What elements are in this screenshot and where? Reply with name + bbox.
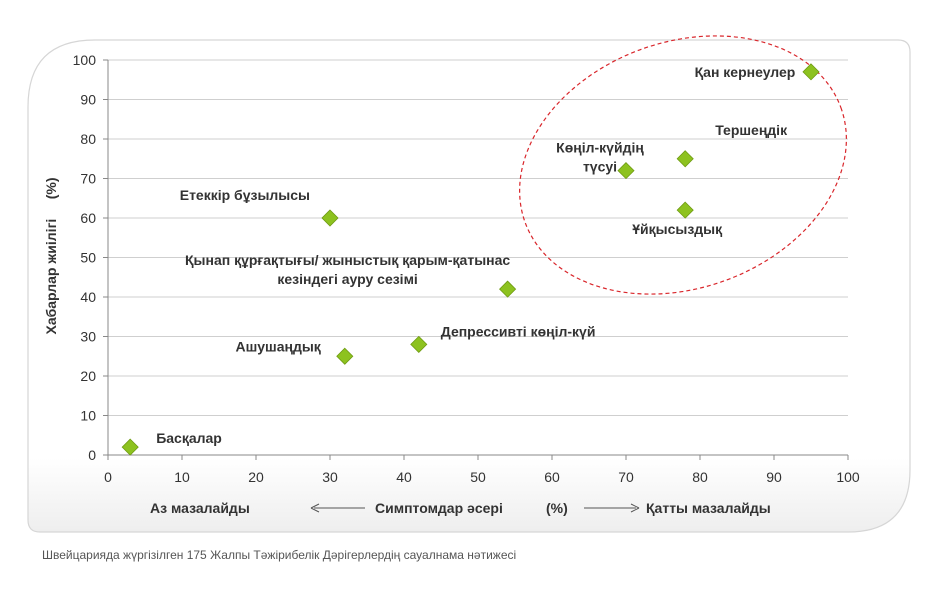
x-tick-label: 80: [692, 469, 708, 485]
chart-panel: [27, 39, 911, 533]
right-arrow-head: [630, 503, 640, 513]
x-caption-left: Аз мазалайды: [150, 500, 250, 516]
data-point-marker: [617, 162, 635, 180]
y-tick-label: 50: [80, 250, 96, 266]
data-point-label-line: Депрессивті көңіл-күй: [441, 323, 596, 339]
y-tick-label: 30: [80, 329, 96, 345]
x-tick-label: 10: [174, 469, 190, 485]
data-point-marker: [121, 438, 139, 456]
x-tick-label: 70: [618, 469, 634, 485]
x-tick-label: 100: [836, 469, 860, 485]
x-tick-labels: 0 10 20 30 40 50 60 70 80 90 100: [104, 469, 860, 485]
highlight-ellipse: [519, 35, 847, 295]
y-tick-label: 0: [88, 447, 96, 463]
data-point-label: Басқалар: [156, 430, 222, 446]
data-point-label-line: кезіндегі ауру сезімі: [277, 271, 417, 287]
data-point-label: Ұйқысыздық: [632, 221, 722, 237]
data-point-label: Етеккір бұзылысы: [180, 187, 310, 203]
y-tick-label: 20: [80, 368, 96, 384]
x-caption-center: Симптомдар әсері: [375, 500, 503, 516]
data-point-label: Қынап құрғақтығы/ жыныстық қарым-қатынас…: [185, 252, 510, 287]
data-point-marker: [802, 63, 820, 81]
data-point-label: Қан кернеулер: [695, 64, 796, 80]
data-point-label: Ашушаңдық: [235, 338, 320, 354]
data-point-label-line: Қан кернеулер: [695, 64, 796, 80]
data-point-label-line: Қынап құрғақтығы/ жыныстық қарым-қатынас: [185, 252, 510, 268]
x-tick-label: 20: [248, 469, 264, 485]
x-tick-label: 90: [766, 469, 782, 485]
y-tick-labels: 0 10 20 30 40 50 60 70 80 90 100: [73, 52, 97, 463]
data-point-label-line: Етеккір бұзылысы: [180, 187, 310, 203]
x-tick-label: 40: [396, 469, 412, 485]
gridlines: [108, 59, 848, 416]
x-tick-label: 60: [544, 469, 560, 485]
x-caption-unit: (%): [546, 500, 568, 516]
x-tick-label: 30: [322, 469, 338, 485]
y-tick-label: 70: [80, 171, 96, 187]
y-tick-label: 40: [80, 289, 96, 305]
data-point-label-line: Көңіл-күйдің: [556, 140, 644, 156]
y-tick-label: 10: [80, 408, 96, 424]
data-points: [121, 63, 820, 456]
data-point-marker: [676, 150, 694, 168]
data-point-marker: [336, 347, 354, 365]
x-caption-right: Қатты мазалайды: [646, 500, 771, 516]
axes: [103, 59, 849, 460]
source-note: Швейцарияда жүргізілген 175 Жалпы Тәжіри…: [42, 548, 517, 562]
x-axis-caption: Аз мазалайды Симптомдар әсері (%) Қатты …: [150, 500, 771, 516]
data-point-marker: [321, 209, 339, 227]
y-axis-title: Хабарлар жиілігі (%): [43, 177, 59, 334]
data-point-label-line: түсуі: [583, 159, 617, 175]
data-point-marker: [410, 335, 428, 353]
data-point-label: Тершеңдік: [715, 122, 788, 138]
point-labels: Басқалар Ашушаңдық Депрессивті көңіл-күй Қы…: [156, 64, 795, 446]
data-point-marker: [499, 280, 517, 298]
data-point-label-line: Тершеңдік: [715, 122, 788, 138]
y-tick-label: 60: [80, 210, 96, 226]
y-tick-label: 100: [73, 52, 97, 68]
data-point-label: Көңіл-күйдің түсуі: [556, 140, 644, 175]
left-arrow-head: [310, 503, 320, 513]
y-tick-label: 80: [80, 131, 96, 147]
data-point-label-line: Басқалар: [156, 430, 222, 446]
x-tick-label: 50: [470, 469, 486, 485]
data-point-label: Депрессивті көңіл-күй: [441, 323, 596, 339]
data-point-marker: [676, 201, 694, 219]
y-tick-label: 90: [80, 92, 96, 108]
data-point-label-line: Ашушаңдық: [235, 338, 320, 354]
x-tick-label: 0: [104, 469, 112, 485]
data-point-label-line: Ұйқысыздық: [632, 221, 722, 237]
